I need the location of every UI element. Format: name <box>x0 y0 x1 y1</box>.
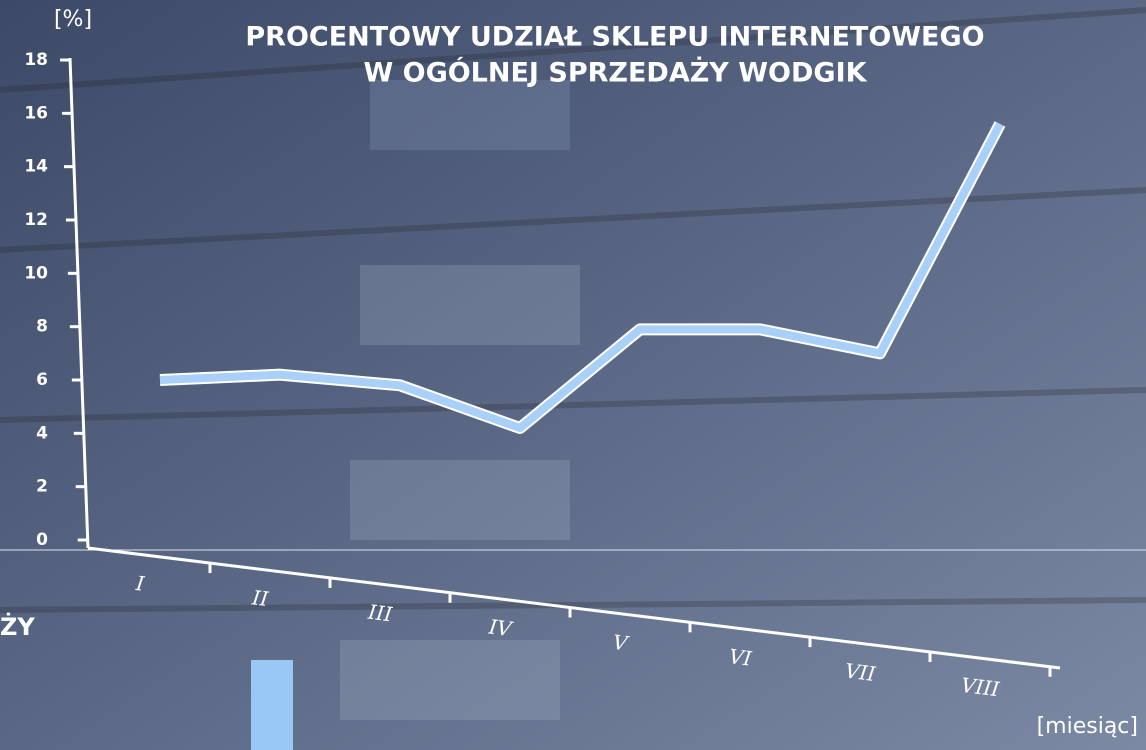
y-tick-label: 14 <box>24 157 48 177</box>
chart-title: PROCENTOWY UDZIAŁ SKLEPU INTERNETOWEGO <box>245 22 984 53</box>
y-tick-label: 16 <box>24 103 48 123</box>
y-tick-label: 6 <box>36 370 48 390</box>
y-tick-label: 10 <box>24 263 48 283</box>
partial-bar <box>251 660 293 750</box>
y-tick-label: 18 <box>24 50 48 70</box>
y-tick-label: 0 <box>36 530 48 550</box>
x-tick-label: VII <box>844 659 878 687</box>
x-tick-label: VIII <box>960 673 1002 702</box>
x-axis-label: [miesiąc] <box>1037 714 1138 739</box>
chart-title: W OGÓLNEJ SPRZEDAŻY WODGIK <box>363 57 867 89</box>
y-tick-label: 2 <box>36 477 48 497</box>
y-tick-label: 8 <box>36 317 48 337</box>
x-tick-label: III <box>366 600 395 627</box>
overlay-text: ŻY <box>0 612 35 641</box>
chart: ŻY PROCENTOWY UDZIAŁ SKLEPU INTERNETOWEG… <box>0 0 1146 750</box>
y-tick-label: 12 <box>24 210 48 230</box>
x-tick-label: VI <box>728 644 754 671</box>
y-axis-label: [%] <box>54 7 92 32</box>
y-tick-label: 4 <box>36 423 48 443</box>
